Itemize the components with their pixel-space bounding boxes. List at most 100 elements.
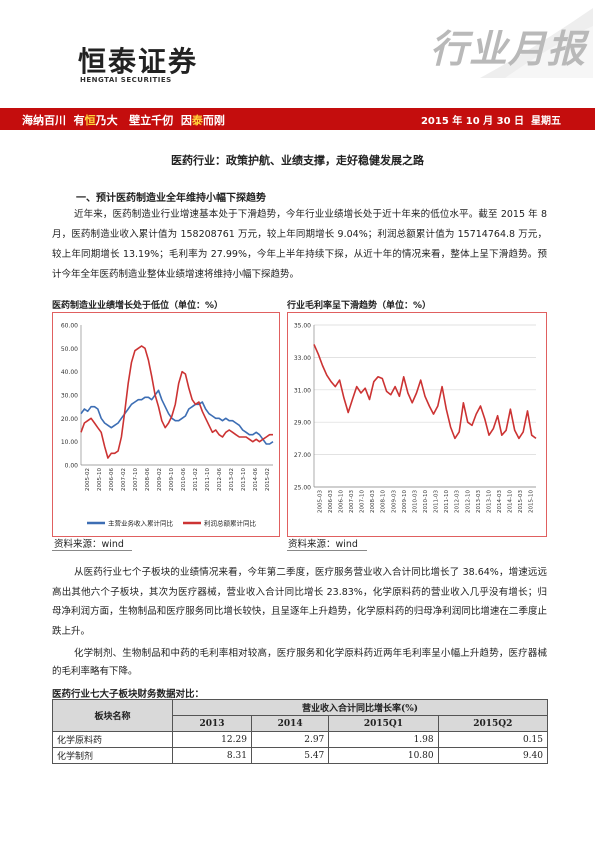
y-tick-label: 10.00 <box>61 439 78 446</box>
series-line-1 <box>80 389 274 445</box>
y-tick-label: 50.00 <box>61 346 78 353</box>
y-tick-label: 30.00 <box>61 393 78 400</box>
x-tick-label: 2006-10 <box>338 490 344 513</box>
x-tick-label: 2011-10 <box>205 468 211 491</box>
weekday-text: 星期五 <box>531 116 561 127</box>
slogan-part: 乃大 <box>95 114 118 127</box>
source-note: 资料来源：wind <box>288 539 358 550</box>
x-tick-label: 2007-03 <box>349 490 355 513</box>
y-tick-label: 0.00 <box>65 463 79 470</box>
cell-value: 10.80 <box>328 747 439 764</box>
x-tick-label: 2013-10 <box>486 490 492 513</box>
growth-chart-svg: 0.00 10.00 20.00 30.00 40.00 50.00 60.00 2005-0… <box>61 323 274 528</box>
cell-value: 12.29 <box>172 731 252 748</box>
slogan-part: 有 <box>73 114 85 127</box>
x-tick-label: 2015-10 <box>529 490 535 513</box>
slogan-part: 因 <box>180 114 192 127</box>
series-line-2 <box>80 345 273 459</box>
section2-paragraph: 从医药行业七个子板块的业绩情况来看，今年第二季度，医疗服务营业收入合计同比增长了… <box>52 567 547 637</box>
x-tick-label: 2008-06 <box>145 468 151 491</box>
document-title: 医药行业：政策护航、业绩支撑，走好稳健发展之路 <box>171 154 424 167</box>
x-tick-label: 2007-10 <box>360 490 366 513</box>
divider <box>287 550 367 551</box>
x-tick-label: 2013-10 <box>241 468 247 491</box>
x-tick-label: 2015-02 <box>265 468 271 491</box>
y-tick-label: 40.00 <box>61 369 78 376</box>
x-tick-label: 2009-02 <box>157 468 163 491</box>
x-tick-label: 2008-03 <box>370 490 376 513</box>
x-tick-label: 2009-10 <box>169 468 175 491</box>
row-name: 化学制剂 <box>52 747 173 764</box>
slogan-part: 而刚 <box>202 114 225 127</box>
slogan-part: 海纳百川 <box>22 114 66 127</box>
x-tick-label: 2007-10 <box>133 468 139 491</box>
row-name: 化学原料药 <box>52 731 173 748</box>
x-tick-label: 2011-02 <box>193 468 199 491</box>
y-tick-label: 35.00 <box>294 323 311 330</box>
cell-value: 1.98 <box>328 731 439 748</box>
x-tick-label: 2012-10 <box>465 490 471 513</box>
header-banner: 海纳百川 有恒乃大 壁立千仞 因泰而刚 2015 年 10 月 30 日 星期五 <box>0 108 595 130</box>
chart-title-growth: 医药制造业业绩增长处于低位（单位：%） <box>52 301 224 311</box>
slogan-highlight: 恒 <box>84 114 96 127</box>
y-tick-label: 27.00 <box>294 452 311 459</box>
slogan-highlight: 泰 <box>191 114 203 127</box>
x-tick-label: 2015-03 <box>518 490 524 513</box>
date-text: 2015 年 10 月 30 日 <box>420 116 525 127</box>
cell-value: 0.15 <box>437 731 549 748</box>
y-tick-label: 25.00 <box>294 485 311 492</box>
y-tick-label: 33.00 <box>294 355 311 362</box>
table-row: 化学制剂 8.31 5.47 10.80 9.40 <box>52 747 549 764</box>
period-header: 2014 <box>250 715 330 732</box>
y-tick-label: 60.00 <box>61 323 78 330</box>
table-header-row: 板块名称 营业收入合计同比增长率(%) <box>52 699 548 732</box>
financial-table: 板块名称 营业收入合计同比增长率(%) 2013 2014 2015Q1 201… <box>52 699 549 764</box>
x-tick-label: 2005-10 <box>97 468 103 491</box>
period-header: 2015Q1 <box>328 715 439 732</box>
table-row: 化学原料药 12.29 2.97 1.98 0.15 <box>52 731 549 748</box>
source-note: 资料来源：wind <box>54 539 124 550</box>
x-tick-label: 2011-10 <box>444 490 450 513</box>
report-header: 恒泰证券 HENGTAI SECURITIES 行业月报 海纳百川 有恒乃大 壁… <box>0 0 595 130</box>
divider <box>52 550 132 551</box>
legend-label: 主营业务收入累计同比 <box>108 519 174 528</box>
x-tick-label: 2014-03 <box>497 490 503 513</box>
x-tick-label: 2006-06 <box>109 468 115 491</box>
x-tick-label: 2009-10 <box>402 490 408 513</box>
x-tick-label: 2009-03 <box>391 490 397 513</box>
report-date: 2015 年 10 月 30 日 星期五 <box>421 112 561 127</box>
x-tick-label: 2014-06 <box>253 468 259 491</box>
x-tick-label: 2005-03 <box>317 490 323 513</box>
x-tick-label: 2010-10 <box>423 490 429 513</box>
cell-value: 8.31 <box>172 747 252 764</box>
company-logo: 恒泰证券 <box>78 45 199 78</box>
x-tick-label: 2013-03 <box>476 490 482 513</box>
cell-value: 9.40 <box>437 747 549 764</box>
x-tick-label: 2012-06 <box>217 468 223 491</box>
x-tick-label: 2008-10 <box>381 490 387 513</box>
margin-chart: 25.00 27.00 29.00 31.00 33.00 35.00 2005-03 200… <box>287 312 547 537</box>
cell-value: 2.97 <box>250 731 330 748</box>
x-tick-label: 2013-02 <box>229 468 235 491</box>
cell-value: 5.47 <box>250 747 330 764</box>
report-type-title: 行业月报 <box>430 27 587 71</box>
slogan-part: 壁立千仞 <box>129 114 174 127</box>
section2-paragraph: 化学制剂、生物制品和中药的毛利率相对较高，医疗服务和化学原料药近两年毛利率呈小幅… <box>52 648 547 677</box>
growth-chart: 0.00 10.00 20.00 30.00 40.00 50.00 60.00 2005-0… <box>52 312 280 537</box>
x-tick-label: 2007-02 <box>121 468 127 491</box>
margin-chart-svg: 25.00 27.00 29.00 31.00 33.00 35.00 2005-03 200… <box>294 323 537 513</box>
chart-title-margin: 行业毛利率呈下滑趋势（单位：%） <box>287 301 432 311</box>
series-line-1 <box>313 344 537 440</box>
legend-label: 利润总额累计同比 <box>204 519 257 528</box>
section1-paragraph: 近年来，医药制造业行业增速基本处于下滑趋势，今年行业业绩增长处于近十年来的低位水… <box>52 209 547 280</box>
section-heading: 一、预计医药制造业全年维持小幅下探趋势 <box>76 193 266 204</box>
brand-swoosh-graphic <box>480 8 593 78</box>
x-tick-label: 2014-10 <box>508 490 514 513</box>
period-header: 2013 <box>172 715 252 732</box>
x-tick-label: 2010-03 <box>412 490 418 513</box>
column-header: 板块名称 <box>52 699 173 732</box>
x-tick-label: 2011-03 <box>434 490 440 513</box>
x-tick-label: 2006-03 <box>328 490 334 513</box>
slogan: 海纳百川 有恒乃大 壁立千仞 因泰而刚 <box>22 112 225 128</box>
table-title: 医药行业七大子板块财务数据对比： <box>52 689 205 700</box>
